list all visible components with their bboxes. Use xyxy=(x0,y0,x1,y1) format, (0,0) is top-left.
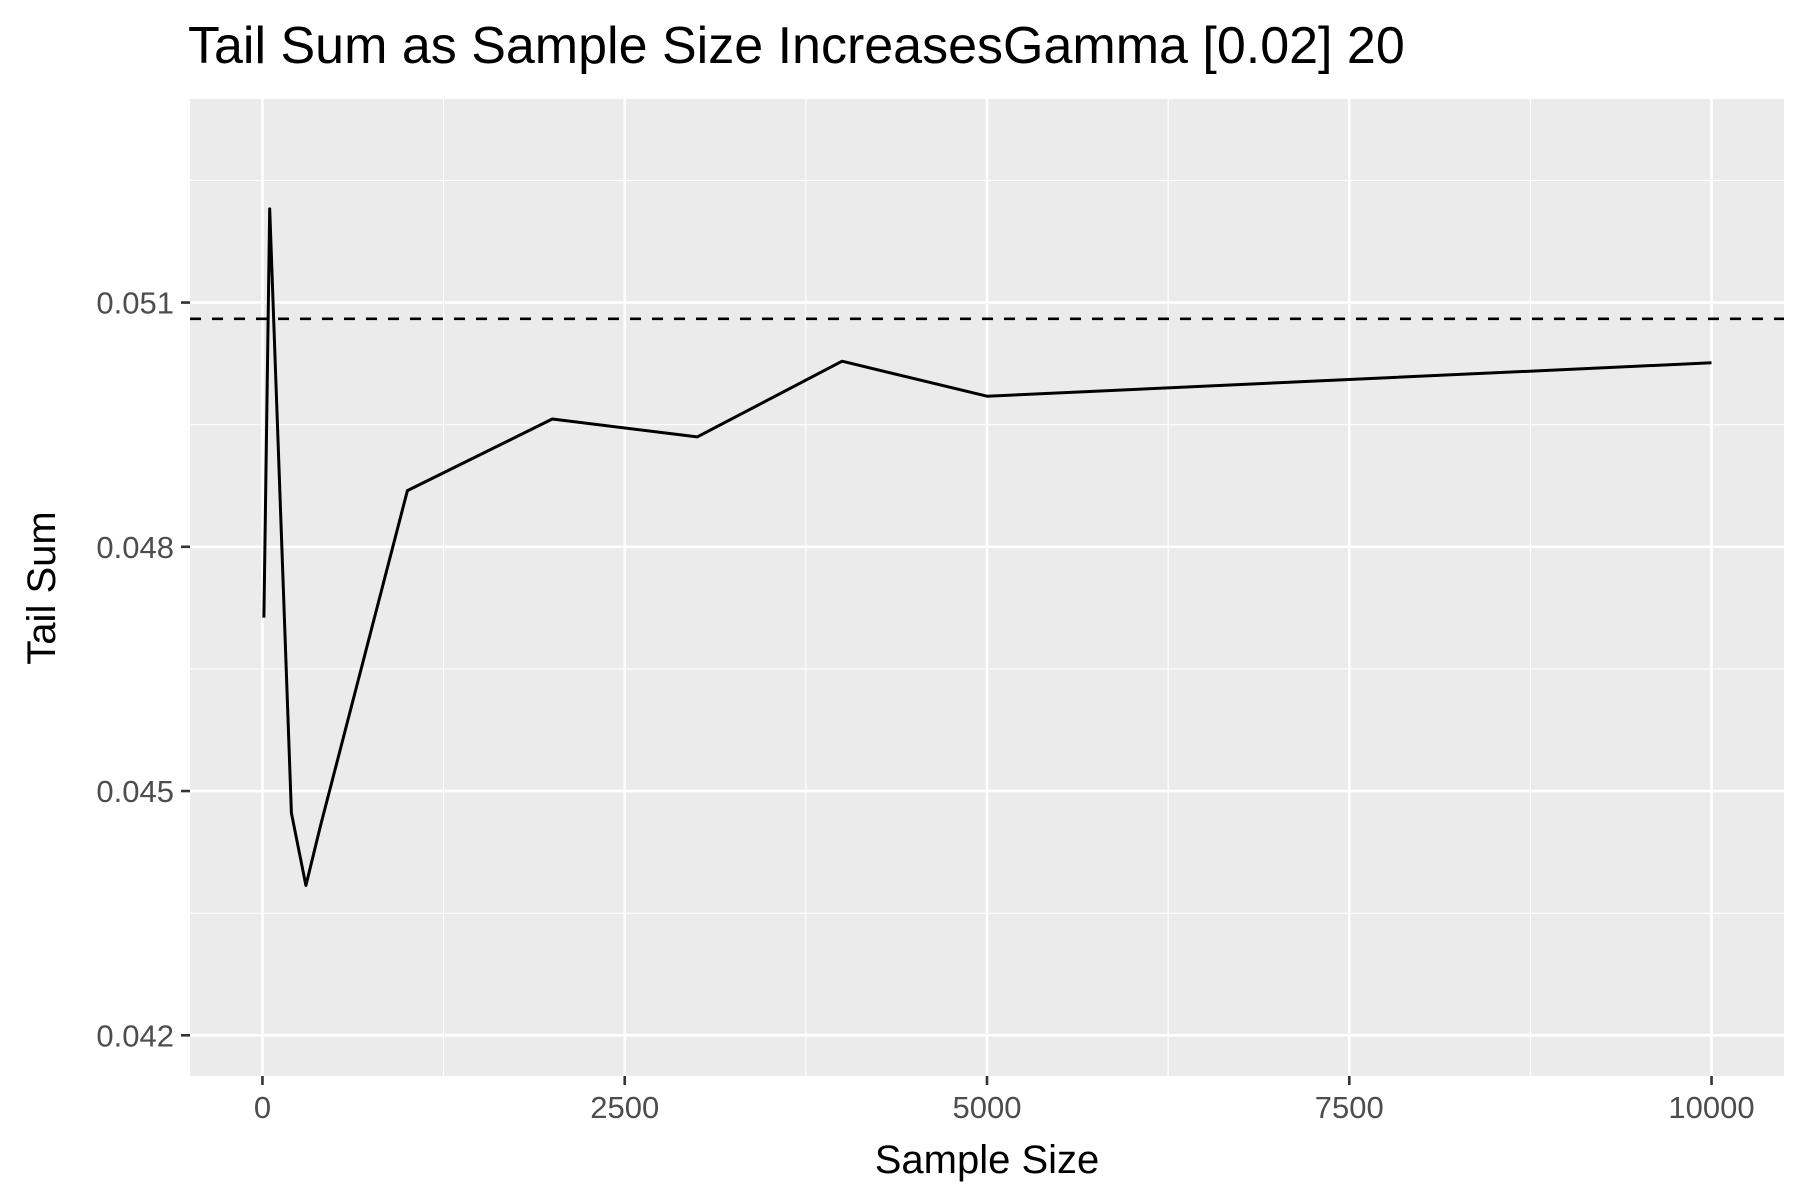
y-tick-label: 0.051 xyxy=(96,286,174,321)
grid-major xyxy=(190,99,1784,1076)
x-axis-title: Sample Size xyxy=(875,1138,1100,1182)
x-tick-label: 7500 xyxy=(1315,1090,1384,1125)
y-tick-label: 0.045 xyxy=(96,774,174,809)
x-tick-label: 5000 xyxy=(953,1090,1022,1125)
x-tick-label: 2500 xyxy=(590,1090,659,1125)
x-axis: 0 2500 5000 7500 10000 xyxy=(254,1076,1755,1125)
y-axis: 0.042 0.045 0.048 0.051 xyxy=(96,286,190,1053)
y-tick-label: 0.048 xyxy=(96,530,174,565)
chart-title: Tail Sum as Sample Size IncreasesGamma [… xyxy=(188,17,1405,75)
y-axis-title: Tail Sum xyxy=(20,511,64,664)
x-tick-label: 10000 xyxy=(1668,1090,1754,1125)
series-group xyxy=(262,207,1712,887)
x-tick-label: 0 xyxy=(254,1090,271,1125)
y-tick-label: 0.042 xyxy=(96,1018,174,1053)
series-line xyxy=(262,207,1712,887)
